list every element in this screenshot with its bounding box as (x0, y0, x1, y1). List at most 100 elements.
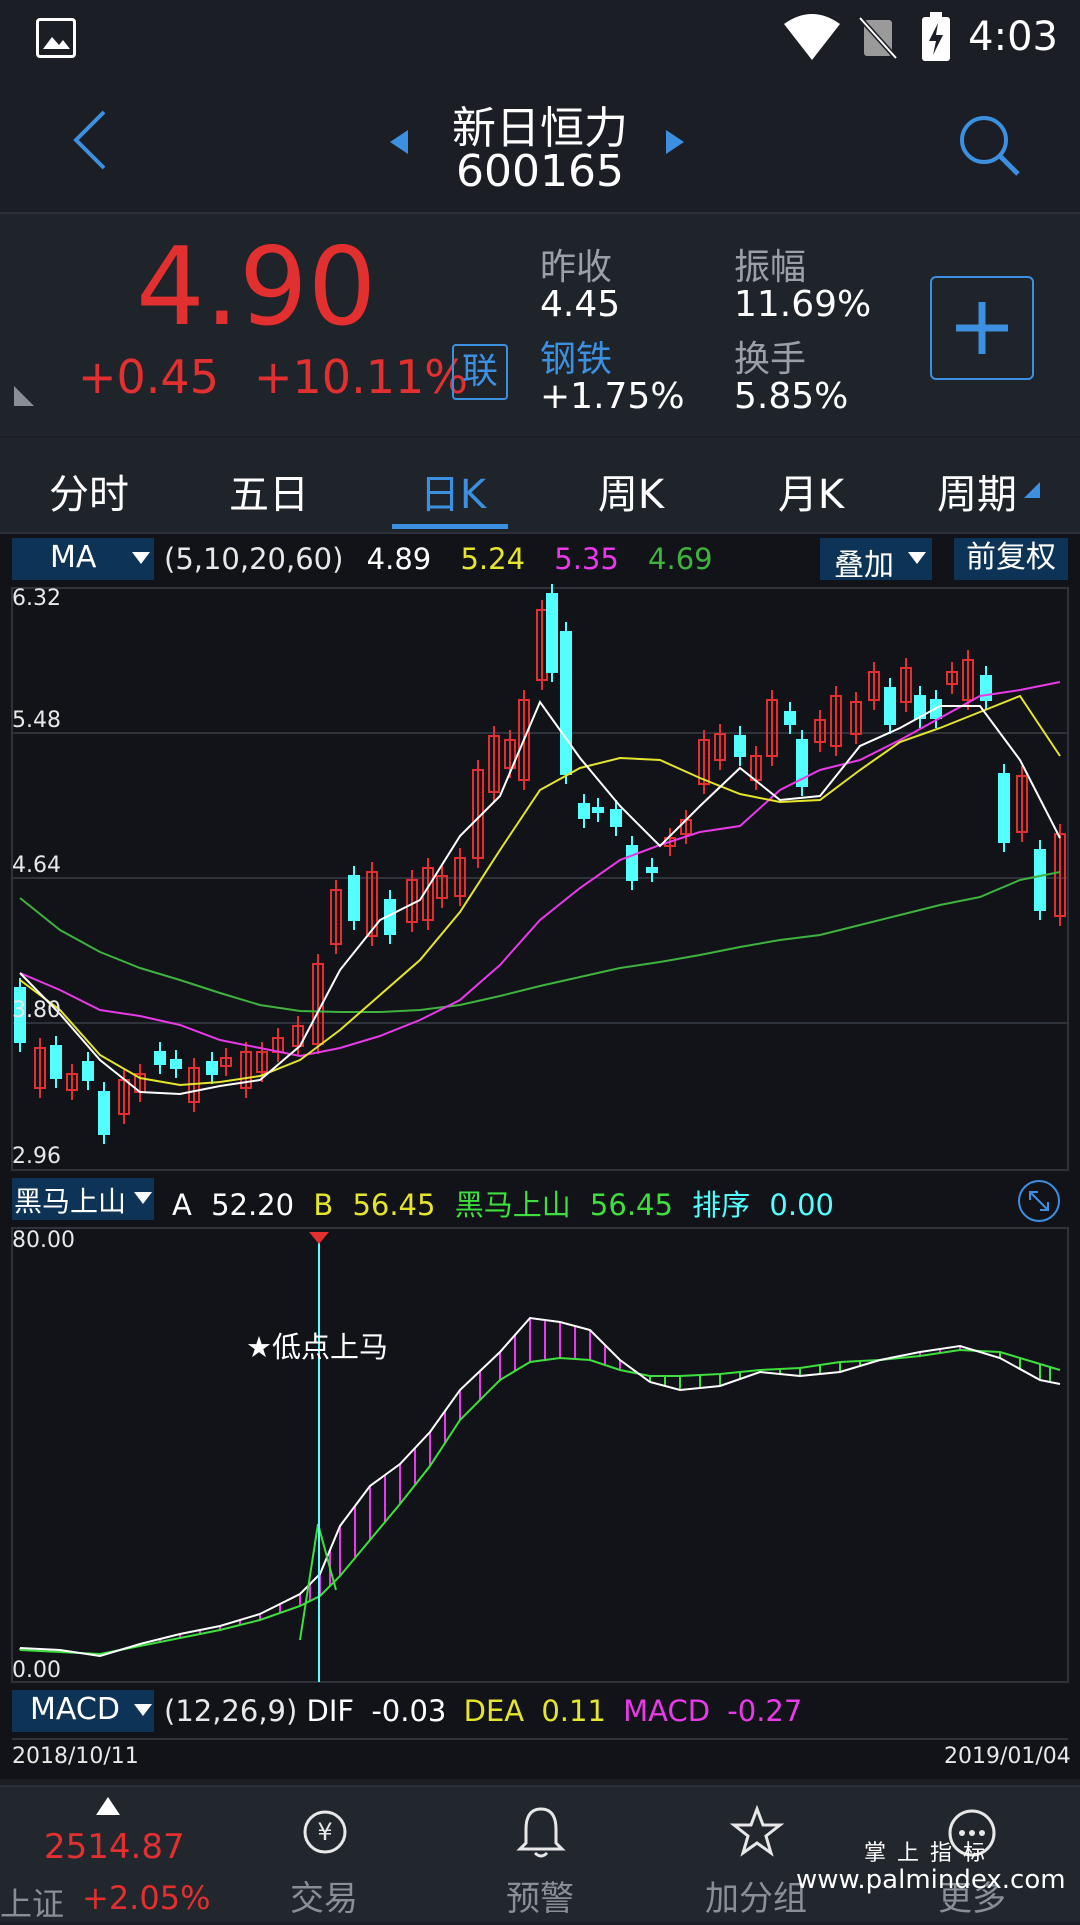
back-icon[interactable] (70, 108, 110, 172)
overlay-selector[interactable]: 叠加 (820, 538, 932, 583)
tab-monthly-k[interactable]: 月K (777, 472, 845, 518)
fullscreen-icon[interactable] (1016, 1178, 1062, 1224)
macd-label: MACD (623, 1694, 711, 1728)
candle-body (256, 1051, 268, 1073)
ma-params: (5,10,20,60) (164, 542, 344, 576)
candle-body (50, 1045, 62, 1079)
indicator-legend: A 52.20 B 56.45 黑马上山 56.45 排序 0.00 (172, 1182, 834, 1224)
candle-body (1016, 775, 1028, 833)
battery-charging-icon (922, 12, 950, 61)
nav-alert[interactable]: 预警 (450, 1787, 630, 1922)
more-icon (948, 1809, 996, 1857)
corner-marker-icon (14, 386, 34, 406)
stock-code: 600165 (456, 146, 624, 197)
candle-body (714, 733, 726, 761)
ma-selector[interactable]: MA (12, 538, 154, 580)
stock-name: 新日恒力 (452, 103, 628, 154)
active-tab-indicator (392, 524, 508, 529)
dif-value: -0.03 (371, 1694, 447, 1728)
tab-five-day[interactable]: 五日 (229, 472, 309, 518)
ma5-line (19, 699, 1061, 1096)
chevron-down-icon (908, 552, 926, 564)
tab-daily-k[interactable]: 日K (419, 472, 487, 518)
turnover-label: 换手 (734, 339, 807, 380)
candle-body (814, 719, 826, 743)
tab-weekly-k[interactable]: 周K (597, 472, 665, 518)
candle-body (66, 1073, 78, 1091)
price-axis-label: 3.80 (12, 998, 61, 1023)
chevron-down-icon (134, 1192, 152, 1204)
related-button[interactable]: 联 (452, 344, 508, 400)
ma20-value: 5.35 (554, 542, 619, 576)
candle-body (454, 857, 466, 897)
start-date: 2018/10/11 (12, 1744, 139, 1769)
yen-exchange-icon: ¥ (303, 1810, 347, 1854)
nav-more-label: 更多 (938, 1879, 1006, 1919)
adjust-button[interactable]: 前复权 (954, 538, 1068, 580)
candle-body (592, 807, 604, 813)
candle-body (626, 845, 638, 881)
nav-more[interactable]: 更多 (882, 1787, 1062, 1922)
nav-add-group[interactable]: 加分组 (666, 1787, 846, 1922)
ma60-line (19, 871, 1061, 1013)
plus-icon (956, 302, 1008, 354)
nav-trade[interactable]: ¥ 交易 (234, 1787, 414, 1922)
candle-body (504, 739, 516, 769)
indicator-c-value: 56.45 (589, 1188, 673, 1222)
search-icon[interactable] (956, 112, 1022, 178)
ma10-line (19, 694, 1061, 1087)
candle-body (868, 671, 880, 701)
star-icon (730, 1805, 784, 1857)
ma10-value: 5.24 (460, 542, 526, 576)
dif-label: DIF (306, 1694, 355, 1728)
candle-body (884, 687, 896, 725)
tab-intraday[interactable]: 分时 (49, 472, 129, 518)
rank-label: 排序 (692, 1188, 751, 1222)
macd-divider (12, 1738, 1068, 1740)
candle-body (220, 1057, 232, 1067)
add-watchlist-button[interactable] (930, 276, 1034, 380)
candle-body (546, 593, 558, 673)
ma5-value: 4.89 (366, 542, 432, 576)
candle-body (488, 735, 500, 793)
candle-body (962, 659, 974, 701)
price-axis-label: 5.48 (12, 708, 61, 733)
watermark-line2: www.palmindex.com (796, 1865, 1066, 1895)
nav-add-group-label: 加分组 (705, 1879, 807, 1919)
ma-legend: (5,10,20,60) 4.89 5.24 5.35 4.69 (164, 542, 713, 576)
gallery-icon (36, 18, 76, 58)
price-axis-label: 6.32 (12, 586, 61, 611)
signal-marker-icon (309, 1232, 329, 1244)
prev-stock-icon[interactable] (388, 128, 410, 156)
tab-period[interactable]: 周期 (937, 472, 1017, 518)
nav-index[interactable]: 2514.87 上证 +2.05% (0, 1787, 210, 1923)
candle-body (348, 875, 360, 921)
dea-label: DEA (463, 1694, 525, 1728)
indicator-b-value: 56.45 (352, 1188, 436, 1222)
indicator-chart (11, 1227, 1069, 1683)
triangle-up-icon (96, 1797, 120, 1815)
candle-body (14, 987, 26, 1043)
candle-body (366, 871, 378, 937)
indicator-selector[interactable]: 黑马上山 (12, 1178, 154, 1220)
indicator-white-line (19, 1316, 1061, 1658)
candle-body (206, 1061, 218, 1075)
candle-body (850, 701, 862, 735)
prev-close-value: 4.45 (540, 284, 621, 325)
watermark-line1: 掌 上 指 标 (864, 1841, 987, 1866)
macd-selector[interactable]: MACD (12, 1690, 154, 1732)
candle-body (610, 809, 622, 827)
kline-chart-area[interactable]: MA (5,10,20,60) 4.89 5.24 5.35 4.69 叠加 前… (0, 534, 1080, 1779)
candle-body (330, 889, 342, 945)
candle-body (170, 1059, 182, 1069)
next-stock-icon[interactable] (664, 128, 686, 156)
sector-link[interactable]: 钢铁 (540, 339, 613, 380)
indicator-c-label: 黑马上山 (454, 1188, 571, 1222)
macd-value: -0.27 (727, 1694, 803, 1728)
last-price: 4.90 (136, 225, 377, 350)
candle-body (900, 667, 912, 703)
candle-body (830, 695, 842, 747)
dea-value: 0.11 (541, 1694, 606, 1728)
candle-body (734, 735, 746, 757)
bottom-nav: 2514.87 上证 +2.05% ¥ 交易 预警 加分组 更多 掌 上 指 标… (0, 1785, 1080, 1923)
